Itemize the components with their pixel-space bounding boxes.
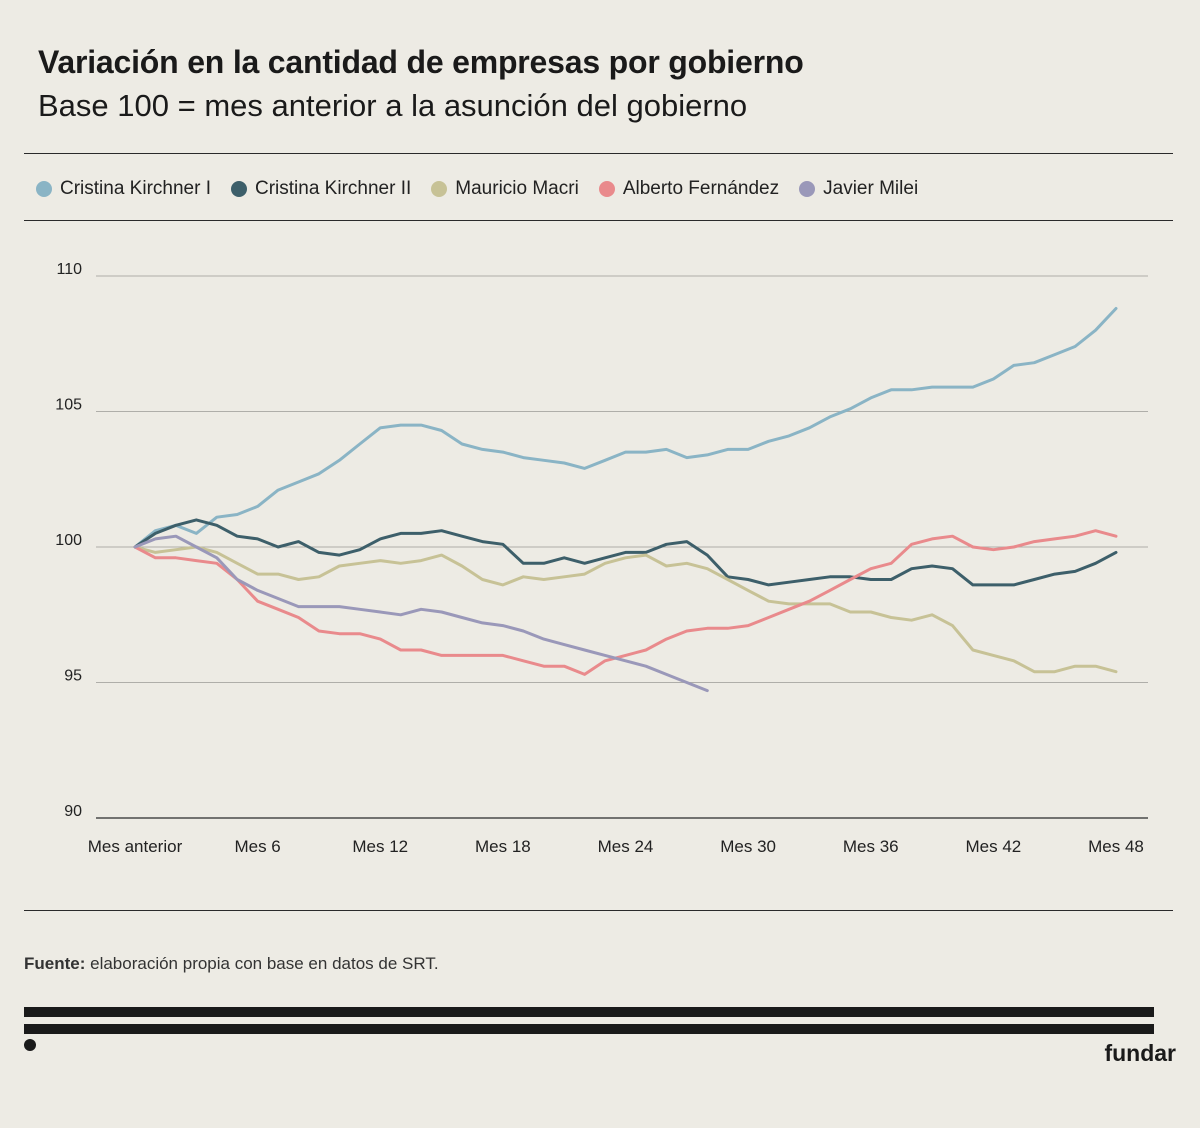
x-tick-label: Mes anterior bbox=[88, 837, 183, 856]
x-tick-label: Mes 30 bbox=[720, 837, 776, 856]
legend-divider bbox=[24, 220, 1173, 221]
bottom-divider bbox=[24, 910, 1173, 911]
x-tick-label: Mes 48 bbox=[1088, 837, 1144, 856]
x-tick-label: Mes 12 bbox=[352, 837, 408, 856]
legend: Cristina Kirchner I Cristina Kirchner II M… bbox=[36, 176, 918, 202]
x-tick-label: Mes 24 bbox=[598, 837, 654, 856]
legend-item: Mauricio Macri bbox=[431, 178, 579, 200]
x-tick-label: Mes 42 bbox=[966, 837, 1022, 856]
legend-swatch bbox=[431, 181, 448, 197]
legend-swatch bbox=[598, 181, 615, 197]
legend-item: Alberto Fernández bbox=[598, 178, 780, 200]
top-divider bbox=[24, 153, 1173, 154]
series-line bbox=[133, 518, 1118, 587]
legend-label: Cristina Kirchner II bbox=[255, 178, 412, 199]
legend-item: Cristina Kirchner II bbox=[231, 178, 411, 200]
legend-item: Javier Milei bbox=[799, 178, 918, 200]
x-tick-label: Mes 6 bbox=[234, 837, 280, 856]
brand-logo: fundar bbox=[1104, 1040, 1176, 1066]
legend-item: Cristina Kirchner I bbox=[36, 178, 211, 200]
series-line bbox=[133, 545, 1118, 674]
chart-title: Variación en la cantidad de empresas por… bbox=[38, 44, 804, 80]
y-tick-label: 100 bbox=[55, 532, 82, 549]
y-tick-label: 105 bbox=[55, 397, 82, 414]
source-note: Fuente: elaboración propia con base en d… bbox=[24, 954, 439, 974]
line-chart: 110 105 100 95 90 Mes anterior Mes 6 Mes 12 Mes … bbox=[55, 261, 1148, 856]
y-tick-label: 90 bbox=[64, 803, 82, 820]
y-tick-label: 95 bbox=[64, 668, 82, 685]
brand-bar-top bbox=[24, 1007, 1154, 1017]
series-line bbox=[133, 534, 709, 693]
legend-label: Cristina Kirchner I bbox=[60, 178, 211, 199]
x-tick-label: Mes 18 bbox=[475, 837, 531, 856]
legend-swatch bbox=[799, 181, 816, 197]
legend-swatch bbox=[36, 181, 52, 197]
brand-dot bbox=[24, 1039, 36, 1051]
series-line bbox=[133, 307, 1118, 549]
chart-subtitle: Base 100 = mes anterior a la asunción de… bbox=[38, 88, 748, 123]
legend-swatch bbox=[231, 181, 247, 197]
source-text: elaboración propia con base en datos de … bbox=[85, 954, 439, 973]
x-tick-label: Mes 36 bbox=[843, 837, 899, 856]
legend-label: Alberto Fernández bbox=[622, 178, 780, 199]
brand-bar-bottom bbox=[24, 1024, 1154, 1034]
legend-label: Javier Milei bbox=[823, 178, 919, 199]
y-tick-label: 110 bbox=[56, 261, 82, 278]
source-label: Fuente: bbox=[24, 954, 86, 973]
legend-label: Mauricio Macri bbox=[455, 178, 579, 199]
series-line bbox=[133, 529, 1118, 676]
